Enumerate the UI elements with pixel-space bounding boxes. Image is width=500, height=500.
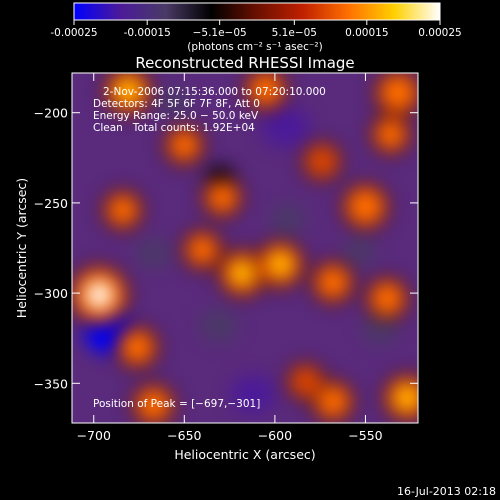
bright-source — [199, 175, 245, 220]
colorbar-tick-label: 0.00015 — [345, 27, 388, 39]
plot-frame — [71, 72, 419, 424]
colorbar-tick-label: -0.00015 — [124, 27, 171, 39]
bright-source — [380, 371, 418, 423]
bright-source — [363, 274, 411, 323]
colorbar — [73, 2, 441, 21]
y-tick-label: −200 — [34, 106, 68, 121]
bright-source — [300, 139, 344, 184]
x-tick-label: −650 — [167, 428, 201, 443]
colorbar-units: (photons cm⁻² s⁻¹ asec⁻²) — [187, 41, 322, 53]
bright-source — [284, 360, 327, 403]
bright-source — [254, 237, 307, 291]
footer-timestamp: 16-Jul-2013 02:18 — [396, 485, 496, 498]
bright-source — [368, 111, 414, 157]
dim-source — [157, 88, 190, 116]
dim-source — [230, 375, 276, 413]
bright-source — [309, 258, 357, 306]
colorbar-tick-label: 0.00025 — [418, 27, 461, 39]
chart-title: Reconstructed RHESSI Image — [135, 54, 354, 72]
bright-source — [180, 227, 225, 273]
y-tick-label: −300 — [34, 286, 68, 301]
dim-source — [269, 204, 306, 234]
bright-source — [339, 180, 392, 233]
bright-source — [100, 187, 146, 233]
annotation-detectors: Detectors: 4F 5F 6F 7F 8F, Att 0 — [93, 98, 260, 110]
bright-source — [129, 381, 178, 423]
y-axis-ticks: −200 −250 −300 −350 — [34, 106, 418, 391]
annotation-peak: Position of Peak = [−697,−301] — [93, 398, 261, 410]
colorbar-tick-label: 5.1e−05 — [272, 27, 317, 39]
colorbar-ticks: -0.00025 -0.00015 −5.1e−05 5.1e−05 0.00015 0.… — [50, 20, 462, 39]
x-axis-label: Heliocentric X (arcsec) — [174, 447, 315, 462]
dim-source — [135, 238, 172, 269]
y-tick-label: −250 — [34, 196, 68, 211]
y-axis-label: Heliocentric Y (arcsec) — [14, 178, 29, 318]
x-tick-label: −600 — [258, 428, 292, 443]
heatmap-sources — [72, 73, 418, 423]
colorbar-tick-label: -0.00025 — [50, 27, 97, 39]
bright-source — [113, 323, 161, 371]
x-axis-ticks: −700 −650 −600 −550 — [77, 73, 383, 443]
colorbar-tick-label: −5.1e−05 — [193, 27, 247, 39]
dim-source — [343, 238, 377, 266]
bright-source — [161, 122, 207, 168]
annotation-time: 2-Nov-2006 07:15:36.000 to 07:20:10.000 — [103, 86, 326, 98]
bright-source — [72, 262, 132, 327]
annotation-energy: Energy Range: 25.0 − 50.0 keV — [93, 110, 259, 122]
bright-source — [372, 73, 418, 119]
dim-source — [261, 107, 310, 147]
bright-source — [101, 73, 155, 118]
bright-source — [242, 73, 290, 113]
y-tick-label: −350 — [34, 376, 68, 391]
x-tick-label: −550 — [348, 428, 382, 443]
annotation-method: Clean Total counts: 1.92E+04 — [93, 122, 255, 134]
dim-source — [199, 309, 238, 342]
x-tick-label: −700 — [77, 428, 111, 443]
